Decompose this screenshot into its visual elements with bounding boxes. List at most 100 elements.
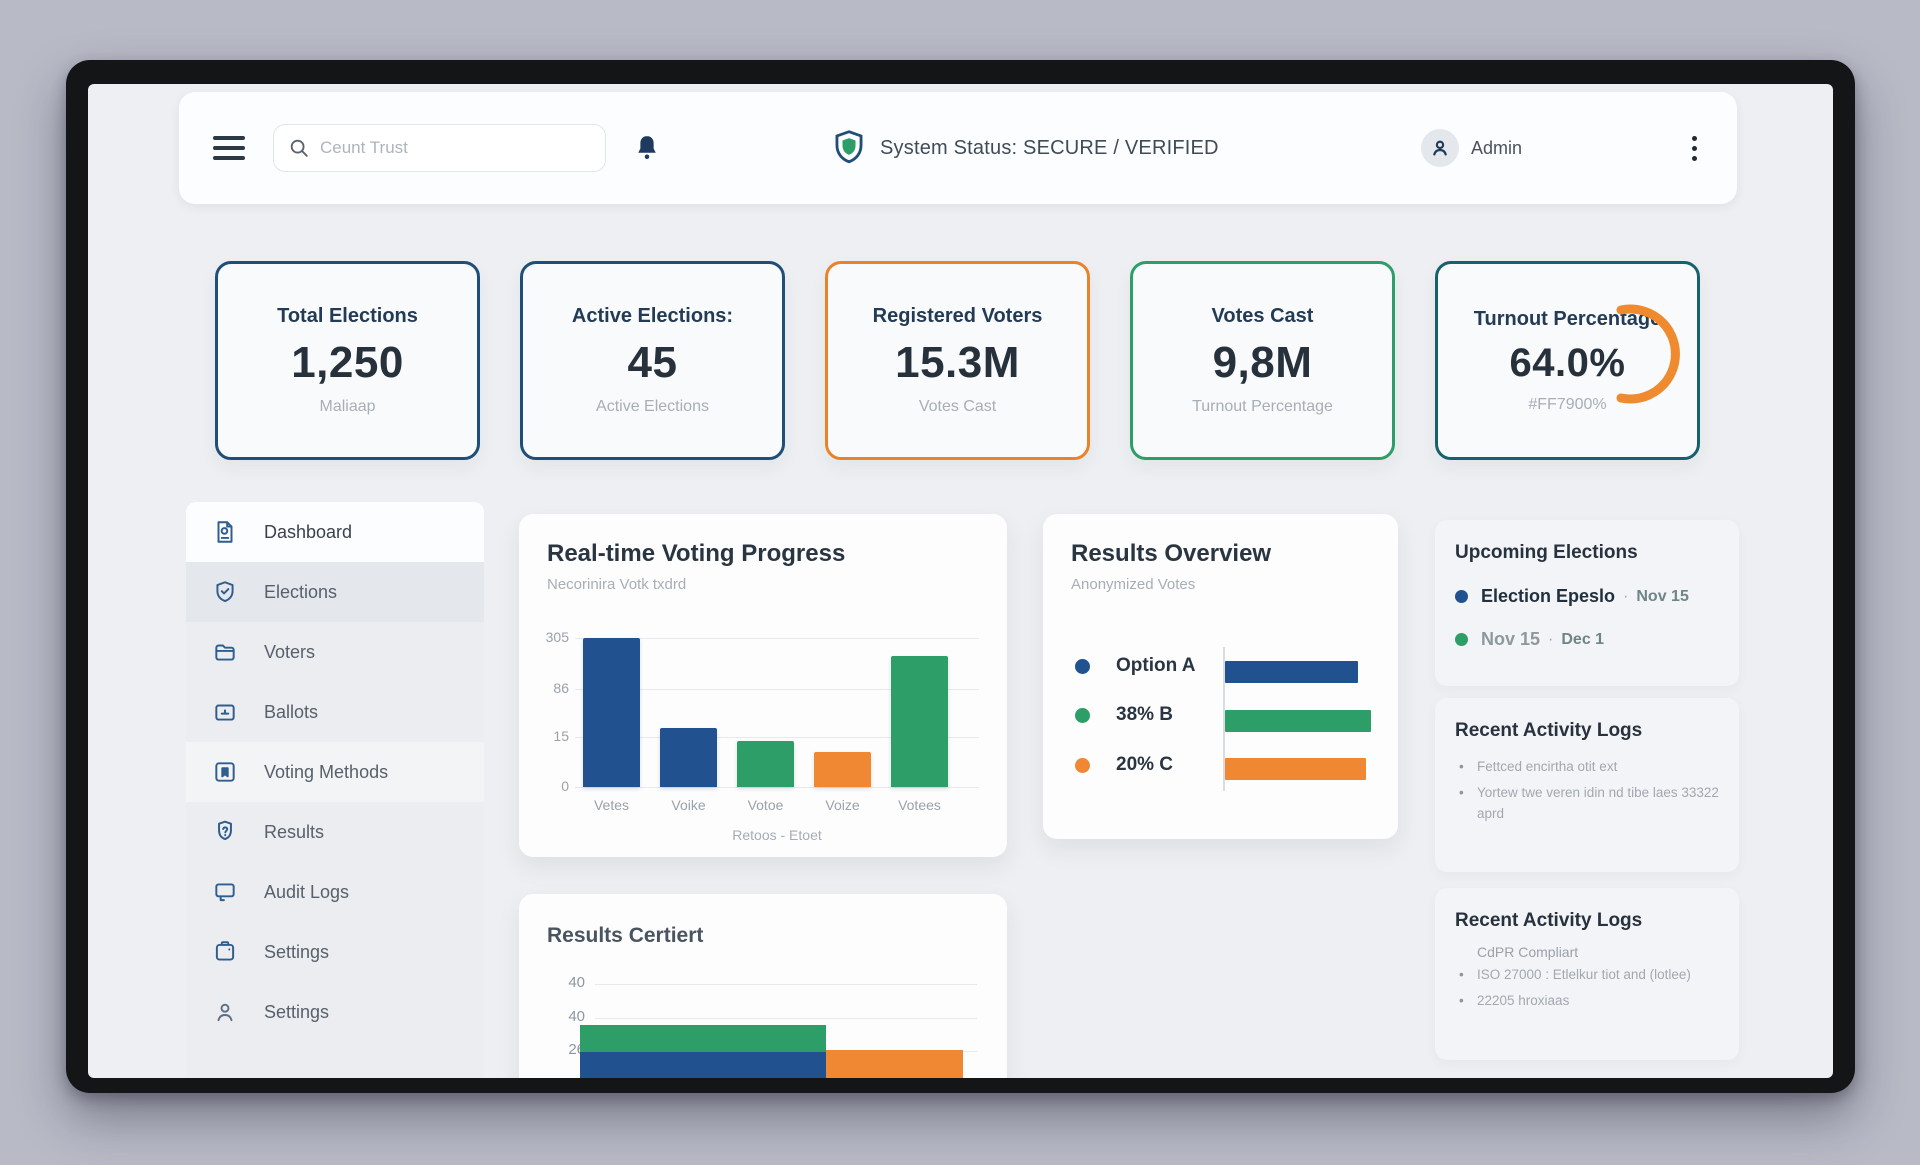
bar[interactable] (814, 752, 871, 787)
sidebar-item-voters[interactable]: Voters (186, 622, 484, 682)
chart-title: Real-time Voting Progress (547, 540, 846, 567)
sidebar-item-elections[interactable]: Elections (186, 562, 484, 622)
x-tick-label: Voike (671, 797, 706, 813)
bar[interactable] (891, 656, 948, 787)
x-tick-label: Votoe (747, 797, 784, 813)
user-menu[interactable]: Admin (1420, 129, 1522, 167)
stat-subtitle: #FF7900% (1528, 395, 1607, 413)
stat-subtitle: Maliaap (319, 398, 376, 415)
sidebar-item-label: Elections (264, 581, 338, 602)
stat-value: 64.0% (1509, 340, 1626, 385)
election-date: Nov 15 (1636, 587, 1689, 605)
sidebar-item-audit-logs[interactable]: Audit Logs (186, 862, 484, 922)
shield-check-icon (216, 581, 234, 603)
stat-card-active-elections[interactable]: Active Elections: 45 Active Elections (520, 261, 785, 460)
stat-subtitle: Turnout Percentage (1192, 398, 1333, 415)
panel-title: Upcoming Elections (1455, 542, 1638, 563)
x-tick-label: Votees (898, 797, 941, 813)
sidebar-item-settings[interactable]: Settings (186, 922, 484, 982)
stat-card-turnout[interactable]: Turnout Percentage 64.0% #FF7900% (1435, 261, 1700, 460)
x-tick-label: Voize (825, 797, 860, 813)
stat-subtitle: Active Elections (596, 398, 709, 415)
app-screen: System Status: SECURE / VERIFIED Admin (88, 84, 1833, 1078)
sidebar-item-label: Voters (264, 641, 316, 662)
y-tick-label: 15 (553, 728, 569, 744)
stat-value: 45 (627, 338, 678, 387)
system-status-text: System Status: SECURE / VERIFIED (880, 136, 1219, 159)
bar[interactable] (1225, 710, 1371, 732)
voting-progress-card: Real-time Voting Progress Necorinira Vot… (519, 514, 1007, 857)
bar-segment[interactable] (826, 1050, 963, 1078)
card-icon (215, 704, 235, 721)
legend-item[interactable]: 20% C (1075, 754, 1173, 776)
bar[interactable] (660, 728, 717, 787)
separator: · (1548, 630, 1554, 648)
stat-title: Votes Cast (1211, 305, 1314, 327)
search-icon (290, 139, 308, 157)
results-overview-card: Results Overview Anonymized Votes Option… (1043, 514, 1398, 839)
election-name: Election Epeslo (1481, 586, 1616, 606)
avatar (1420, 129, 1459, 167)
bar[interactable] (1225, 661, 1358, 683)
stat-card-total-elections[interactable]: Total Elections 1,250 Maliaap (215, 261, 480, 460)
y-tick-label: 40 (568, 974, 585, 991)
sidebar-item-label: Ballots (264, 701, 319, 722)
sidebar-item-voting-methods[interactable]: Voting Methods (186, 742, 484, 802)
gridline (575, 638, 979, 639)
sidebar-item-label: Audit Logs (264, 881, 350, 902)
sidebar-item-settings-2[interactable]: Settings (186, 982, 484, 1042)
upcoming-elections-panel: Upcoming Elections Election Epeslo · Nov… (1435, 520, 1739, 686)
log-entry: 22205 hroxiaas (1455, 990, 1719, 1012)
y-tick-label: 305 (545, 629, 569, 645)
sidebar-item-results[interactable]: Results (186, 802, 484, 862)
bar-segment[interactable] (580, 1025, 826, 1052)
chart-title: Results Overview (1071, 540, 1272, 567)
sidebar-item-label: Settings (264, 1001, 330, 1022)
election-date: Dec 1 (1561, 630, 1605, 648)
sidebar-nav: Dashboard Elections Voters (186, 502, 484, 1078)
turnout-gauge-arc (1616, 304, 1680, 404)
sidebar-item-dashboard[interactable]: Dashboard (186, 502, 484, 562)
legend-item[interactable]: Option A (1075, 655, 1196, 677)
recent-activity-logs-panel: Recent Activity Logs Fettced encirtha ot… (1435, 698, 1739, 872)
bar-segment[interactable] (580, 1052, 826, 1078)
bar[interactable] (583, 638, 640, 787)
upcoming-election-row[interactable]: Election Epeslo · Nov 15 (1455, 586, 1719, 607)
stat-card-registered-voters[interactable]: Registered Voters 15.3M Votes Cast (825, 261, 1090, 460)
sidebar-item-ballots[interactable]: Ballots (186, 682, 484, 742)
user-icon (217, 1003, 233, 1022)
folder-icon (215, 644, 235, 661)
shield-icon (835, 130, 863, 164)
search-input[interactable] (320, 138, 591, 158)
y-tick-label: 40 (568, 1008, 585, 1025)
badge-question-icon (218, 820, 232, 841)
stat-title: Registered Voters (872, 305, 1043, 327)
menu-icon[interactable] (213, 136, 245, 160)
panel-title: Recent Activity Logs (1455, 910, 1643, 931)
legend-item[interactable]: 38% B (1075, 704, 1173, 726)
gridline (575, 787, 979, 788)
search-box[interactable] (273, 124, 606, 172)
upcoming-election-row[interactable]: Nov 15 · Dec 1 (1455, 629, 1719, 650)
clipboard-icon (215, 941, 235, 961)
bar[interactable] (737, 741, 794, 787)
results-certiert-card: Results Certiert 40 40 26 (519, 894, 1007, 1078)
bell-icon[interactable] (632, 132, 662, 164)
monitor-bezel: System Status: SECURE / VERIFIED Admin (66, 60, 1855, 1093)
bar[interactable] (1225, 758, 1366, 780)
stat-card-votes-cast[interactable]: Votes Cast 9,8M Turnout Percentage (1130, 261, 1395, 460)
legend-label: Option A (1116, 655, 1196, 676)
separator: · (1623, 587, 1629, 605)
gridline (575, 737, 979, 738)
axis-line (1223, 647, 1225, 791)
chart-title: Results Certiert (547, 924, 704, 947)
legend-dot (1075, 707, 1090, 723)
more-options-icon[interactable] (1692, 135, 1697, 161)
legend-dot (1075, 658, 1090, 674)
stat-subtitle: Votes Cast (918, 398, 997, 415)
chart-subtitle: Anonymized Votes (1071, 576, 1196, 593)
log-entry: Yortew twe veren idin nd tibe laes 33322… (1455, 782, 1719, 825)
sidebar-item-label: Settings (264, 941, 330, 962)
display-icon (215, 883, 235, 902)
